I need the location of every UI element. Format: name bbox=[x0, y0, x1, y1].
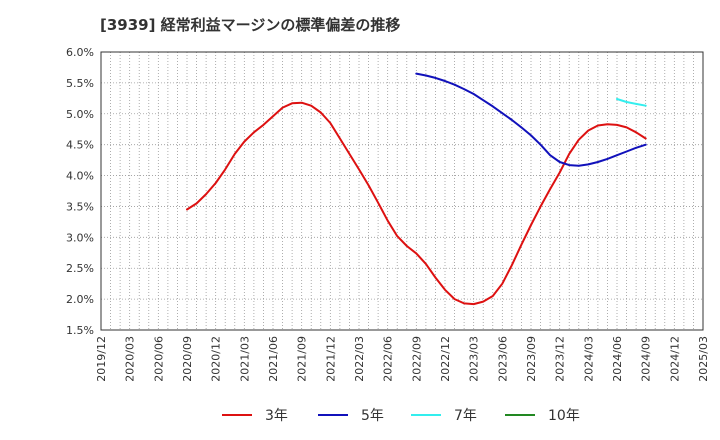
legend: 3年 5年 7年 10年 bbox=[222, 408, 580, 424]
chart-title: [3939] 経常利益マージンの標準偏差の推移 bbox=[100, 16, 401, 34]
y-tick-label: 2.0% bbox=[66, 293, 94, 306]
y-tick-label: 2.5% bbox=[66, 262, 94, 275]
x-tick-label: 2024/09 bbox=[640, 336, 653, 382]
x-tick-label: 2022/03 bbox=[353, 336, 366, 382]
y-tick-label: 3.0% bbox=[66, 231, 94, 244]
x-tick-label: 2024/12 bbox=[668, 336, 681, 382]
x-tick-label: 2021/03 bbox=[238, 336, 251, 382]
series-line-1 bbox=[186, 101, 647, 306]
x-tick-label: 2022/06 bbox=[382, 336, 395, 382]
y-tick-label: 5.0% bbox=[66, 108, 94, 121]
x-axis-ticks: 2019/12 2020/03 2020/06 2020/09 2020/12 2021/… bbox=[95, 336, 710, 382]
series-line-3 bbox=[616, 98, 647, 107]
legend-label-2: 5年 bbox=[361, 408, 384, 424]
x-tick-label: 2024/03 bbox=[582, 336, 595, 382]
plot-frame bbox=[100, 51, 704, 331]
x-tick-label: 2020/09 bbox=[181, 336, 194, 382]
x-tick-label: 2020/12 bbox=[210, 336, 223, 382]
y-tick-label: 4.5% bbox=[66, 139, 94, 152]
x-tick-label: 2022/12 bbox=[439, 336, 452, 382]
x-tick-label: 2021/09 bbox=[296, 336, 309, 382]
y-axis-ticks: 1.5% 2.0% 2.5% 3.0% 3.5% 4.0% 4.5% 5.0% 5.5% 6.0% bbox=[66, 46, 94, 337]
x-tick-label: 2023/09 bbox=[525, 336, 538, 382]
x-tick-label: 2020/03 bbox=[124, 336, 137, 382]
grid-layer bbox=[101, 51, 703, 331]
x-tick-label: 2023/12 bbox=[554, 336, 567, 382]
y-tick-label: 4.0% bbox=[66, 170, 94, 183]
x-tick-label: 2023/06 bbox=[496, 336, 509, 382]
y-tick-label: 5.5% bbox=[66, 77, 94, 90]
y-tick-label: 1.5% bbox=[66, 324, 94, 337]
x-tick-label: 2023/03 bbox=[468, 336, 481, 382]
x-tick-label: 2022/09 bbox=[410, 336, 423, 382]
plot-area bbox=[101, 52, 703, 330]
x-tick-label: 2020/06 bbox=[152, 336, 165, 382]
y-tick-label: 6.0% bbox=[66, 46, 94, 59]
x-tick-label: 2021/12 bbox=[324, 336, 337, 382]
series-layer bbox=[186, 72, 647, 306]
legend-label-4: 10年 bbox=[548, 408, 580, 424]
series-line-2 bbox=[415, 72, 647, 167]
x-tick-label: 2024/06 bbox=[611, 336, 624, 382]
legend-label-1: 3年 bbox=[265, 408, 288, 424]
x-tick-label: 2021/06 bbox=[267, 336, 280, 382]
plot-background bbox=[101, 52, 703, 330]
y-tick-label: 3.5% bbox=[66, 200, 94, 213]
x-tick-label: 2025/03 bbox=[697, 336, 710, 382]
x-tick-label: 2019/12 bbox=[95, 336, 108, 382]
legend-label-3: 7年 bbox=[454, 408, 477, 424]
